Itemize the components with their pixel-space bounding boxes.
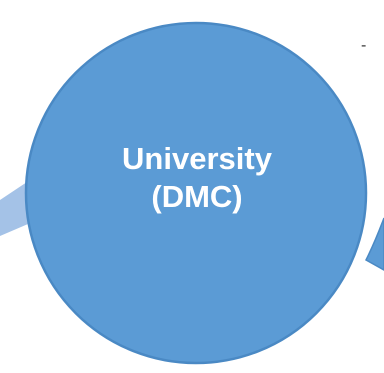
node-label-line1: University (122, 141, 272, 176)
adjacent-node-edge (365, 217, 384, 271)
node-label-line2: (DMC) (151, 179, 243, 214)
side-mark: - (361, 37, 366, 54)
university-node-label: University (DMC) (92, 140, 302, 216)
university-node-circle (24, 21, 368, 365)
